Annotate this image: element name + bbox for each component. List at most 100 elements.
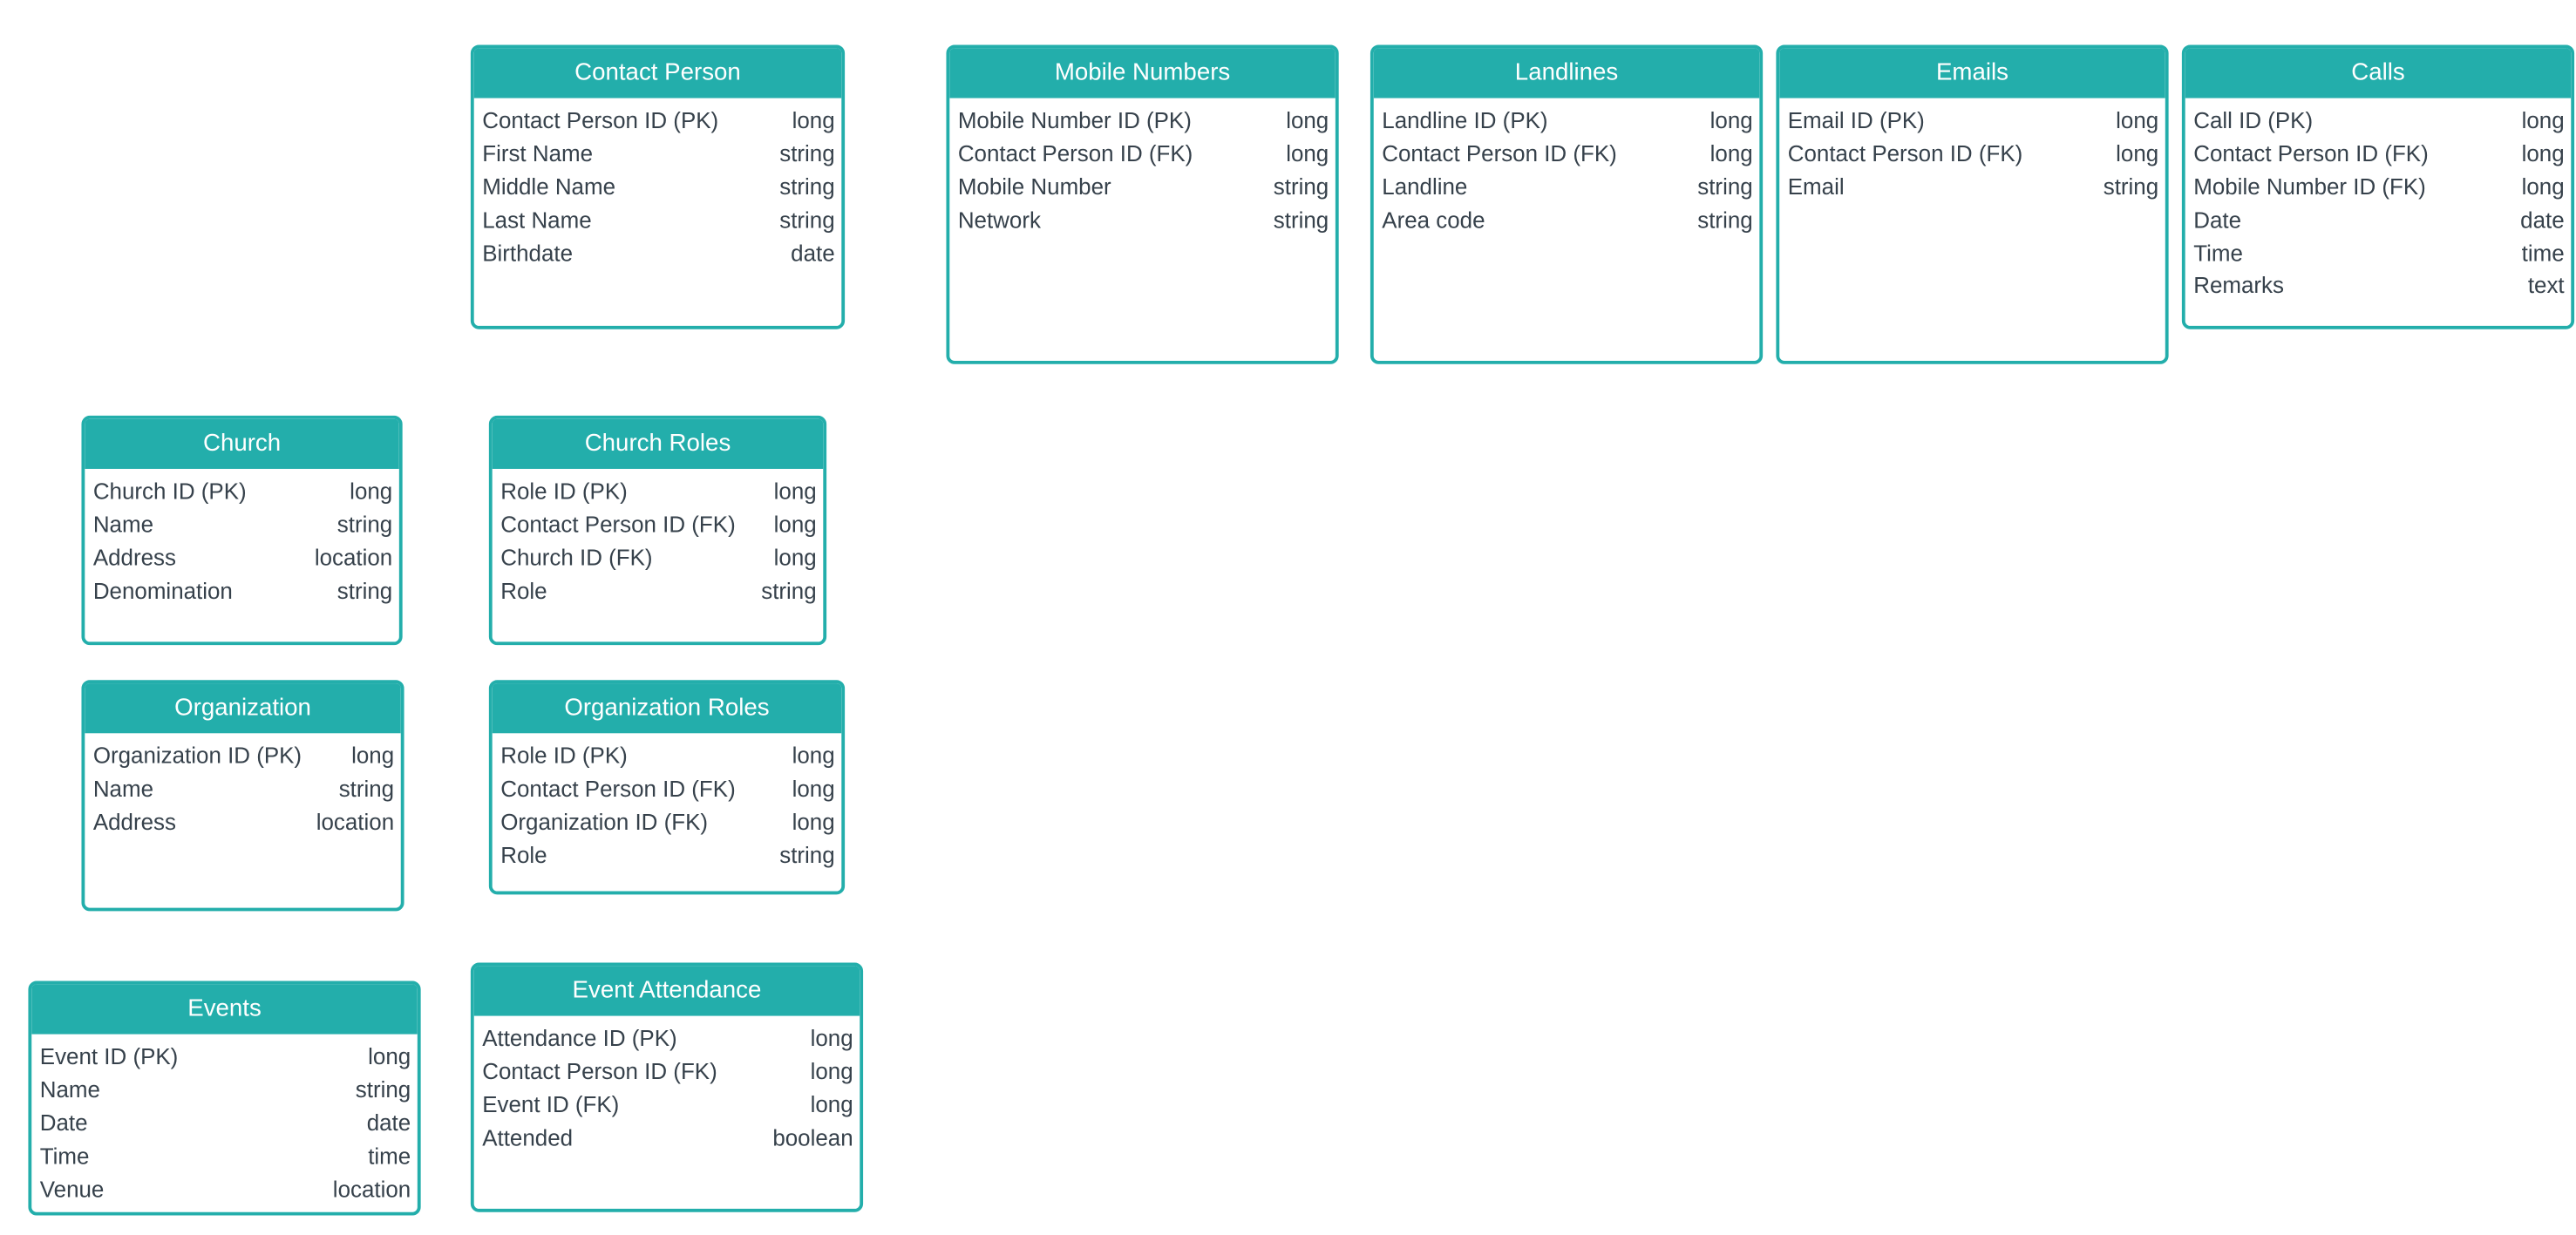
attribute-row: Contact Person ID (FK) long	[2193, 138, 2564, 171]
attribute-type: long	[1709, 140, 1753, 166]
attribute-name: Birthdate	[482, 240, 574, 266]
attribute-row: Time time	[2193, 237, 2564, 270]
attribute-row: Name string	[93, 509, 392, 542]
attribute-row: Email ID (PK) long	[1788, 105, 2158, 138]
attribute-row: Contact Person ID (FK) long	[1382, 138, 1752, 171]
attribute-name: Contact Person ID (FK)	[1382, 140, 1617, 166]
entity-event-attendance[interactable]: Event Attendance Attendance ID (PK) long …	[470, 962, 864, 1212]
attribute-row: Area code string	[1382, 204, 1752, 237]
entity-title: Events	[31, 984, 418, 1035]
entity-church[interactable]: Church Church ID (PK) long Name string Add…	[81, 415, 403, 646]
attribute-row: Contact Person ID (FK) long	[1788, 138, 2158, 171]
attribute-name: Contact Person ID (FK)	[2193, 140, 2429, 166]
attribute-type: string	[779, 842, 835, 868]
attribute-type: long	[1709, 107, 1753, 133]
entity-church-roles[interactable]: Church Roles Role ID (PK) long Contact Pe…	[488, 415, 827, 646]
attribute-name: Email	[1787, 173, 1845, 200]
attribute-type: string	[779, 140, 835, 166]
attribute-row: Last Name string	[482, 204, 834, 237]
attribute-name: Landline ID (PK)	[1382, 107, 1548, 133]
attribute-name: Area code	[1382, 207, 1485, 233]
attribute-type: string	[761, 578, 817, 603]
attribute-type: text	[2527, 273, 2565, 299]
attribute-type: long	[2116, 107, 2159, 133]
entity-title: Organization Roles	[492, 683, 842, 734]
attribute-type: long	[810, 1026, 853, 1051]
entity-mobile-numbers[interactable]: Mobile Numbers Mobile Number ID (PK) long…	[946, 44, 1339, 364]
attribute-name: Address	[92, 809, 176, 835]
attribute-type: string	[779, 207, 835, 233]
attribute-row: Church ID (PK) long	[93, 476, 392, 509]
attribute-type: time	[2521, 240, 2565, 266]
attribute-name: Last Name	[482, 207, 592, 233]
attribute-type: long	[810, 1058, 853, 1084]
attribute-type: long	[2116, 140, 2159, 166]
attribute-name: Email ID (PK)	[1787, 107, 1925, 133]
attribute-type: long	[2521, 107, 2565, 133]
attribute-row: Landline ID (PK) long	[1382, 105, 1752, 138]
attribute-type: long	[792, 743, 835, 769]
attribute-name: Time	[39, 1143, 90, 1169]
entity-landlines[interactable]: Landlines Landline ID (PK) long Contact P…	[1370, 44, 1764, 364]
entity-title: Landlines	[1373, 48, 1760, 98]
attribute-name: Church ID (FK)	[500, 545, 653, 570]
attribute-type: long	[2521, 173, 2565, 200]
attribute-row: Call ID (PK) long	[2193, 105, 2564, 138]
attribute-row: Email string	[1788, 171, 2158, 204]
attribute-row: Network string	[958, 204, 1329, 237]
entity-emails[interactable]: Emails Email ID (PK) long Contact Person …	[1776, 44, 2169, 364]
attribute-type: long	[368, 1044, 411, 1069]
attribute-name: Role	[500, 578, 547, 603]
attribute-name: Mobile Number	[957, 173, 1111, 200]
attribute-row: Attended boolean	[482, 1122, 853, 1155]
attribute-name: Contact Person ID (FK)	[957, 140, 1193, 166]
attribute-row: Mobile Number ID (FK) long	[2193, 171, 2564, 204]
entity-title: Emails	[1779, 48, 2165, 98]
attribute-type: string	[1697, 173, 1753, 200]
attribute-name: Attendance ID (PK)	[482, 1026, 677, 1051]
attribute-row: Mobile Number string	[958, 171, 1329, 204]
attribute-row: Contact Person ID (FK) long	[500, 773, 834, 806]
attribute-name: Role ID (PK)	[500, 478, 628, 505]
entity-title: Event Attendance	[473, 966, 860, 1016]
attribute-type: long	[1286, 107, 1329, 133]
attribute-name: Address	[92, 545, 176, 570]
attribute-name: Event ID (PK)	[39, 1044, 179, 1069]
attribute-name: Role	[500, 842, 547, 868]
attribute-name: Organization ID (PK)	[92, 743, 302, 769]
attribute-name: Church ID (PK)	[92, 478, 247, 505]
entity-title: Church	[85, 418, 399, 469]
attribute-name: Remarks	[2193, 273, 2284, 299]
entity-title: Contact Person	[473, 48, 842, 98]
attribute-name: Call ID (PK)	[2193, 107, 2314, 133]
attribute-row: Time time	[40, 1140, 411, 1173]
attribute-name: Event ID (FK)	[482, 1091, 620, 1117]
entity-events[interactable]: Events Event ID (PK) long Name string Date…	[28, 981, 421, 1216]
attribute-type: long	[792, 107, 835, 133]
entity-title: Organization	[85, 683, 401, 734]
attribute-name: First Name	[482, 140, 594, 166]
attribute-name: Middle Name	[482, 173, 616, 200]
attribute-row: Contact Person ID (FK) long	[958, 138, 1329, 171]
attribute-row: Role ID (PK) long	[500, 740, 834, 773]
entity-organization[interactable]: Organization Organization ID (PK) long Na…	[81, 680, 404, 912]
entity-organization-roles[interactable]: Organization Roles Role ID (PK) long Cont…	[488, 680, 846, 895]
attribute-name: Mobile Number ID (FK)	[2193, 173, 2426, 200]
attribute-name: Denomination	[92, 578, 233, 603]
attribute-row: Organization ID (FK) long	[500, 806, 834, 839]
attribute-row: Date date	[40, 1107, 411, 1140]
attribute-row: Contact Person ID (FK) long	[482, 1055, 853, 1089]
attribute-type: string	[355, 1076, 411, 1103]
attribute-row: Name string	[93, 773, 394, 806]
attribute-name: Name	[92, 776, 154, 802]
entity-calls[interactable]: Calls Call ID (PK) long Contact Person ID…	[2181, 44, 2575, 329]
attribute-type: long	[773, 512, 817, 537]
attribute-type: location	[332, 1176, 411, 1202]
attribute-name: Contact Person ID (FK)	[500, 512, 736, 537]
attribute-row: Role string	[500, 839, 834, 872]
attribute-row: Role string	[500, 574, 816, 607]
attribute-type: string	[1273, 207, 1329, 233]
attribute-type: location	[314, 545, 393, 570]
attribute-type: string	[1697, 207, 1753, 233]
entity-contact-person[interactable]: Contact Person Contact Person ID (PK) lon…	[470, 44, 846, 329]
